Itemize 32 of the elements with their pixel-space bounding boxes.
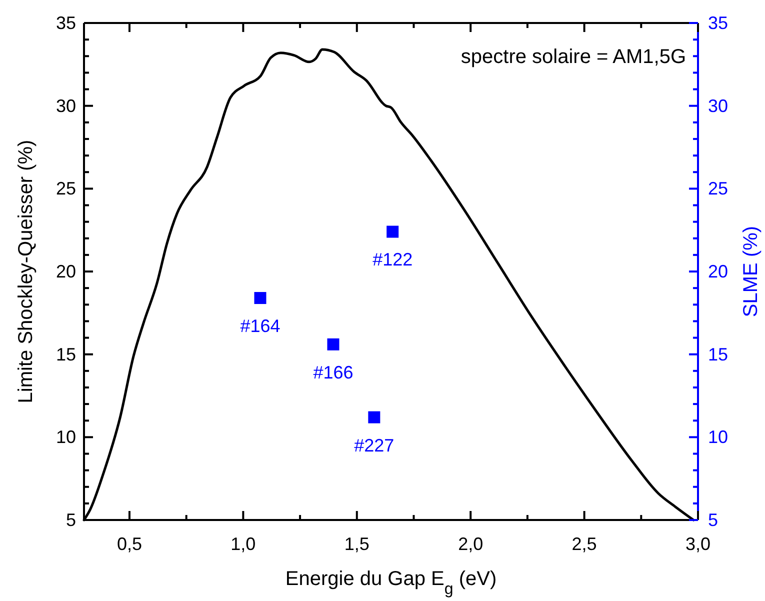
x-axis-title: Energie du Gap E$_{g}$ (eV) bbox=[285, 568, 497, 598]
point bbox=[327, 338, 340, 350]
x-tick-label: 2,0 bbox=[458, 534, 484, 554]
point bbox=[254, 292, 266, 304]
y-tick-label: 25 bbox=[56, 178, 76, 199]
x-tick-label: 1,0 bbox=[230, 534, 256, 554]
y2-tick-label: 20 bbox=[708, 262, 728, 282]
x-tick-label: 0,5 bbox=[116, 534, 142, 554]
y-axis-title: Limite Shockley-Queisser (%) bbox=[15, 140, 37, 404]
y2-tick-label: 5 bbox=[708, 510, 718, 530]
annotation: #166 bbox=[313, 362, 354, 382]
y2-tick-label: 30 bbox=[708, 96, 728, 116]
x-tick-label: 2,5 bbox=[572, 534, 597, 554]
annotation: #122 bbox=[372, 250, 413, 270]
y2-axis-title: SLME (%) bbox=[740, 226, 762, 318]
point bbox=[386, 226, 399, 238]
annotation: spectre solaire = AM1,5G bbox=[460, 46, 686, 68]
y-tick-label: 5 bbox=[66, 510, 76, 530]
y2-tick-label: 35 bbox=[708, 13, 728, 33]
x-tick-label: 1,5 bbox=[344, 534, 370, 554]
y2-tick-label: 15 bbox=[708, 344, 728, 364]
y-tick-label: 20 bbox=[56, 262, 76, 282]
point bbox=[368, 411, 380, 424]
x-tick-label: 3,0 bbox=[685, 534, 711, 554]
y2-tick-label: 25 bbox=[708, 178, 728, 199]
y-tick-label: 35 bbox=[56, 13, 76, 33]
annotation: #164 bbox=[240, 316, 280, 336]
annotation: #227 bbox=[354, 435, 394, 456]
y-tick-label: 10 bbox=[56, 427, 76, 448]
y2-tick-label: 10 bbox=[708, 427, 728, 448]
y-tick-label: 30 bbox=[56, 96, 76, 116]
y-tick-label: 15 bbox=[56, 344, 76, 364]
